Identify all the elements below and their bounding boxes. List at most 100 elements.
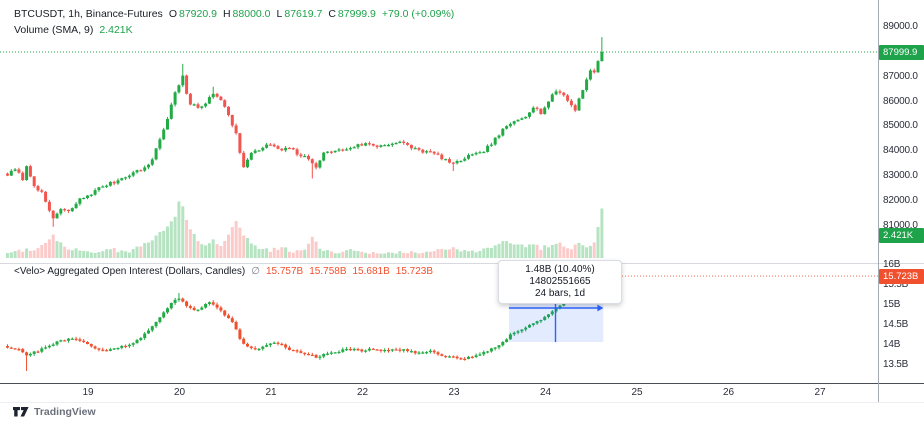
- oi-candle-body: [6, 346, 9, 348]
- oi-candle-body: [528, 325, 531, 328]
- oi-candle-body: [47, 345, 51, 348]
- volume-bar: [169, 221, 173, 258]
- oi-candle-body: [112, 348, 116, 350]
- volume-bar: [345, 250, 349, 258]
- volume-bar: [59, 242, 63, 258]
- tradingview-logo[interactable]: TradingView: [13, 406, 96, 418]
- volume-bar: [394, 253, 398, 258]
- volume-bar: [127, 252, 131, 258]
- volume-bar: [352, 250, 356, 258]
- legend-open-interest-row[interactable]: <Velo> Aggregated Open Interest (Dollars…: [14, 266, 433, 277]
- oi-last-value-label: 15.723B: [879, 269, 924, 284]
- legend-volume-row[interactable]: Volume (SMA, 9) 2.421K: [14, 24, 133, 36]
- candle-body: [326, 151, 329, 153]
- candle-body: [322, 152, 326, 161]
- candle-body: [524, 116, 528, 119]
- price-axis-tick: 81000.0: [883, 219, 918, 231]
- oi-candle-body: [326, 353, 329, 355]
- candle-body: [303, 156, 307, 158]
- volume-bar: [387, 252, 390, 258]
- candle-body: [550, 94, 554, 102]
- legend-symbol-row[interactable]: BTCUSDT, 1h, Binance-Futures O 87920.9 H…: [14, 8, 454, 20]
- volume-bar: [329, 251, 333, 258]
- volume-bar: [280, 247, 284, 258]
- candle-body: [32, 176, 36, 187]
- candle-body: [413, 148, 417, 150]
- oi-candle-body: [341, 349, 345, 352]
- oi-candle-body: [169, 303, 173, 309]
- volume-bar: [177, 201, 181, 258]
- volume-bar: [25, 248, 29, 258]
- pane-separator[interactable]: [0, 263, 924, 264]
- oi-candle-body: [329, 352, 333, 354]
- tradingview-logo-text: TradingView: [34, 406, 96, 418]
- oi-candle-body: [25, 352, 29, 356]
- volume-bar: [265, 248, 269, 258]
- volume-bar: [246, 238, 249, 258]
- oi-candle-body: [291, 350, 295, 352]
- oi-candle-body: [348, 349, 352, 351]
- volume-bar: [40, 245, 44, 258]
- candle-body: [425, 151, 429, 153]
- candle-body: [219, 96, 223, 101]
- volume-bar: [508, 243, 512, 258]
- oi-candle-body: [524, 327, 528, 330]
- candle-body: [314, 163, 318, 168]
- volume-bar: [291, 252, 295, 258]
- volume-bar: [120, 250, 124, 258]
- measure-tooltip: 1.48B (10.40%) 14802551665 24 bars, 1d: [498, 260, 622, 304]
- volume-bar: [105, 249, 109, 258]
- oi-candle-body: [162, 312, 166, 318]
- candle-body: [348, 148, 352, 150]
- candle-body: [223, 100, 227, 107]
- oi-candle-body: [280, 343, 284, 346]
- volume-bar: [413, 252, 417, 258]
- volume-bar: [588, 245, 592, 258]
- oi-candle-body: [13, 348, 17, 350]
- volume-bar: [82, 250, 86, 258]
- candle-body: [150, 159, 154, 165]
- oi-candle-body: [379, 349, 383, 351]
- oi-candle-body: [249, 346, 253, 349]
- candle-body: [124, 177, 128, 179]
- volume-bar: [219, 246, 223, 258]
- oi-candle-body: [143, 333, 147, 339]
- candle-body: [230, 115, 234, 126]
- oi-candle-body: [398, 349, 402, 351]
- oi-candle-body: [508, 334, 512, 340]
- volume-bar: [341, 251, 345, 258]
- volume-bar: [512, 244, 516, 258]
- oi-candle-body: [516, 331, 520, 333]
- volume-bar: [108, 249, 112, 258]
- tradingview-logo-icon: [13, 407, 29, 417]
- volume-bar: [227, 234, 230, 258]
- open-label: O: [168, 8, 177, 20]
- candle-body: [505, 126, 509, 129]
- oi-candle-body: [428, 350, 432, 353]
- candle-body: [234, 125, 238, 134]
- candle-body: [242, 152, 246, 168]
- candle-body: [291, 148, 295, 150]
- oi-axis-tick: 15B: [883, 299, 901, 310]
- volume-bar: [200, 244, 204, 258]
- oi-candle-body: [120, 345, 124, 348]
- change-value: +79.0 (+0.09%): [381, 8, 455, 20]
- candle-body: [444, 159, 448, 161]
- candle-body: [299, 154, 303, 157]
- volume-bar: [326, 250, 329, 258]
- candle-body: [116, 180, 120, 184]
- oi-axis-tick: 15.5B: [883, 279, 909, 290]
- oi-low-value: 15.681B: [352, 266, 390, 277]
- oi-candle-body: [82, 340, 86, 342]
- volume-bar: [501, 241, 505, 258]
- oi-candle-body: [367, 348, 371, 351]
- oi-candle-body: [512, 332, 516, 335]
- candle-body: [249, 152, 253, 160]
- volume-bar: [139, 246, 143, 258]
- volume-bar: [230, 227, 234, 258]
- oi-candle-body: [219, 307, 223, 311]
- oi-candle-body: [409, 351, 413, 353]
- volume-bar: [428, 251, 432, 258]
- volume-bar: [295, 250, 299, 258]
